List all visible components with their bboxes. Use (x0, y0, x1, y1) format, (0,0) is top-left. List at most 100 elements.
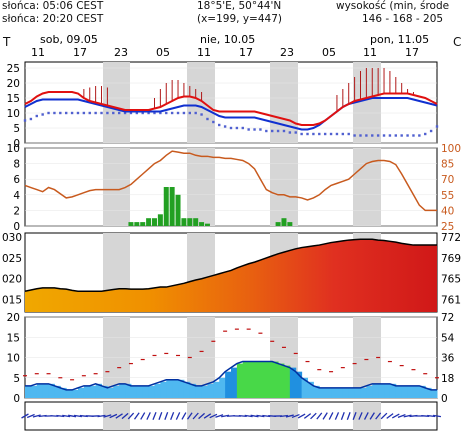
wind-direction-arrow (62, 414, 71, 418)
y-tick-label-right: 0 (441, 393, 448, 405)
wind-speed-bar (431, 389, 438, 398)
min-temp-dot (200, 113, 203, 116)
wind-speed-bar (213, 381, 220, 398)
y-tick-label-right: 100 (441, 143, 461, 155)
y-tick-label: 015 (2, 295, 22, 307)
temperature-line (24, 91, 438, 126)
min-temp-dot (312, 132, 315, 136)
precip-bar (140, 222, 146, 226)
day-label: pon, 11.05 (370, 33, 429, 46)
wind-speed-bar (231, 367, 238, 398)
precip-bar (175, 194, 181, 226)
y-tick-label: 5 (13, 373, 20, 385)
min-temp-dot (412, 134, 415, 137)
y-tick-label: 5 (13, 123, 20, 135)
min-temp-dot (106, 111, 109, 115)
min-temp-dot (53, 111, 56, 115)
wind-speed-bar (325, 387, 332, 398)
pressure-area (25, 239, 437, 312)
wind-speed-bar (154, 383, 161, 398)
wind-speed-bar (136, 385, 144, 398)
wind-direction-arrow (73, 414, 83, 418)
wind-speed-bar (219, 377, 226, 398)
wind-speed-bar (201, 385, 208, 398)
wind-direction-arrow (328, 412, 334, 420)
pressure-line (24, 238, 437, 292)
min-temp-dot (112, 111, 115, 115)
y-tick-label: 10 (7, 353, 20, 365)
wind-direction-arrow (56, 414, 65, 418)
wind-speed-bar (407, 385, 414, 398)
y-tick-label-right: 761 (441, 295, 461, 307)
wind-speed-bar (301, 377, 309, 398)
min-temp-dot (47, 111, 50, 115)
wind-direction-arrow (21, 413, 29, 419)
min-temp-dot (41, 113, 44, 116)
day-label: nie, 10.05 (200, 33, 255, 46)
wind-speed-bar (389, 383, 397, 398)
min-temp-dot (265, 129, 268, 133)
min-temp-dot (365, 134, 368, 137)
wind-speed-bar (48, 383, 55, 398)
y-tick-label: 4 (13, 190, 20, 202)
min-temp-dot (418, 134, 421, 137)
y-tick-label: 0 (13, 393, 20, 405)
hour-tick-label: 11 (31, 46, 45, 59)
wind-speed-bar (101, 385, 108, 398)
wind-direction-arrow (121, 412, 129, 420)
left-unit-label: T (3, 35, 11, 49)
precip-bar (181, 218, 187, 226)
wind-direction-arrow (334, 412, 340, 420)
wind-speed-bar (130, 385, 138, 398)
precip-bar (169, 187, 175, 226)
min-temp-dot (359, 134, 362, 137)
wind-speed-bar (166, 379, 173, 398)
min-temp-dot (341, 132, 345, 136)
min-temp-dot (100, 111, 103, 115)
y-tick-label: 25 (7, 63, 20, 75)
min-temp-dot (170, 111, 174, 115)
wind-direction-arrow (97, 414, 106, 418)
cloud-cover-line (24, 150, 437, 212)
wind-speed-bar (236, 363, 244, 398)
min-temp-dot (318, 132, 321, 136)
min-temp-dot (323, 132, 327, 136)
wind-speed-bar (60, 387, 67, 398)
night-shade-band (187, 62, 215, 143)
precip-bar (163, 187, 169, 226)
wind-direction-arrow (303, 413, 312, 419)
sunset-text: słońca: 20:20 CEST (2, 13, 104, 25)
night-shade-band (270, 62, 298, 143)
min-temp-dot (335, 132, 339, 136)
wind-speed-bar (413, 385, 420, 398)
wind-speed-bar (289, 367, 297, 398)
wind-speed-bar (183, 381, 191, 398)
min-temp-dot (23, 119, 27, 122)
precip-bar (134, 222, 140, 226)
wind-speed-bar (107, 387, 114, 398)
min-temp-dot (394, 134, 397, 137)
coordinates-text: 18°5'E, 50°44'N (197, 0, 282, 12)
min-temp-dot (123, 111, 127, 115)
wind-speed-bar (283, 365, 291, 398)
min-temp-dot (141, 111, 144, 115)
min-temp-dot (271, 129, 274, 133)
wind-direction-arrow (291, 413, 300, 419)
min-temp-dot (59, 111, 62, 115)
wind-direction-arrow (256, 414, 265, 418)
min-temp-dot (282, 129, 286, 133)
night-shade-band (270, 148, 298, 226)
y-tick-label-right: 70 (441, 174, 454, 186)
min-temp-dot (194, 111, 197, 115)
wind-speed-bar (119, 383, 126, 398)
precip-bar (193, 218, 199, 226)
wind-speed-bar (395, 385, 403, 398)
hour-tick-label: 23 (114, 46, 128, 59)
y-tick-label: 20 (7, 312, 20, 324)
precip-bar (275, 222, 281, 226)
wind-direction-arrow (238, 414, 247, 418)
precip-bar (157, 214, 163, 226)
wind-speed-bar (36, 383, 44, 398)
wind-direction-arrow (285, 414, 294, 418)
